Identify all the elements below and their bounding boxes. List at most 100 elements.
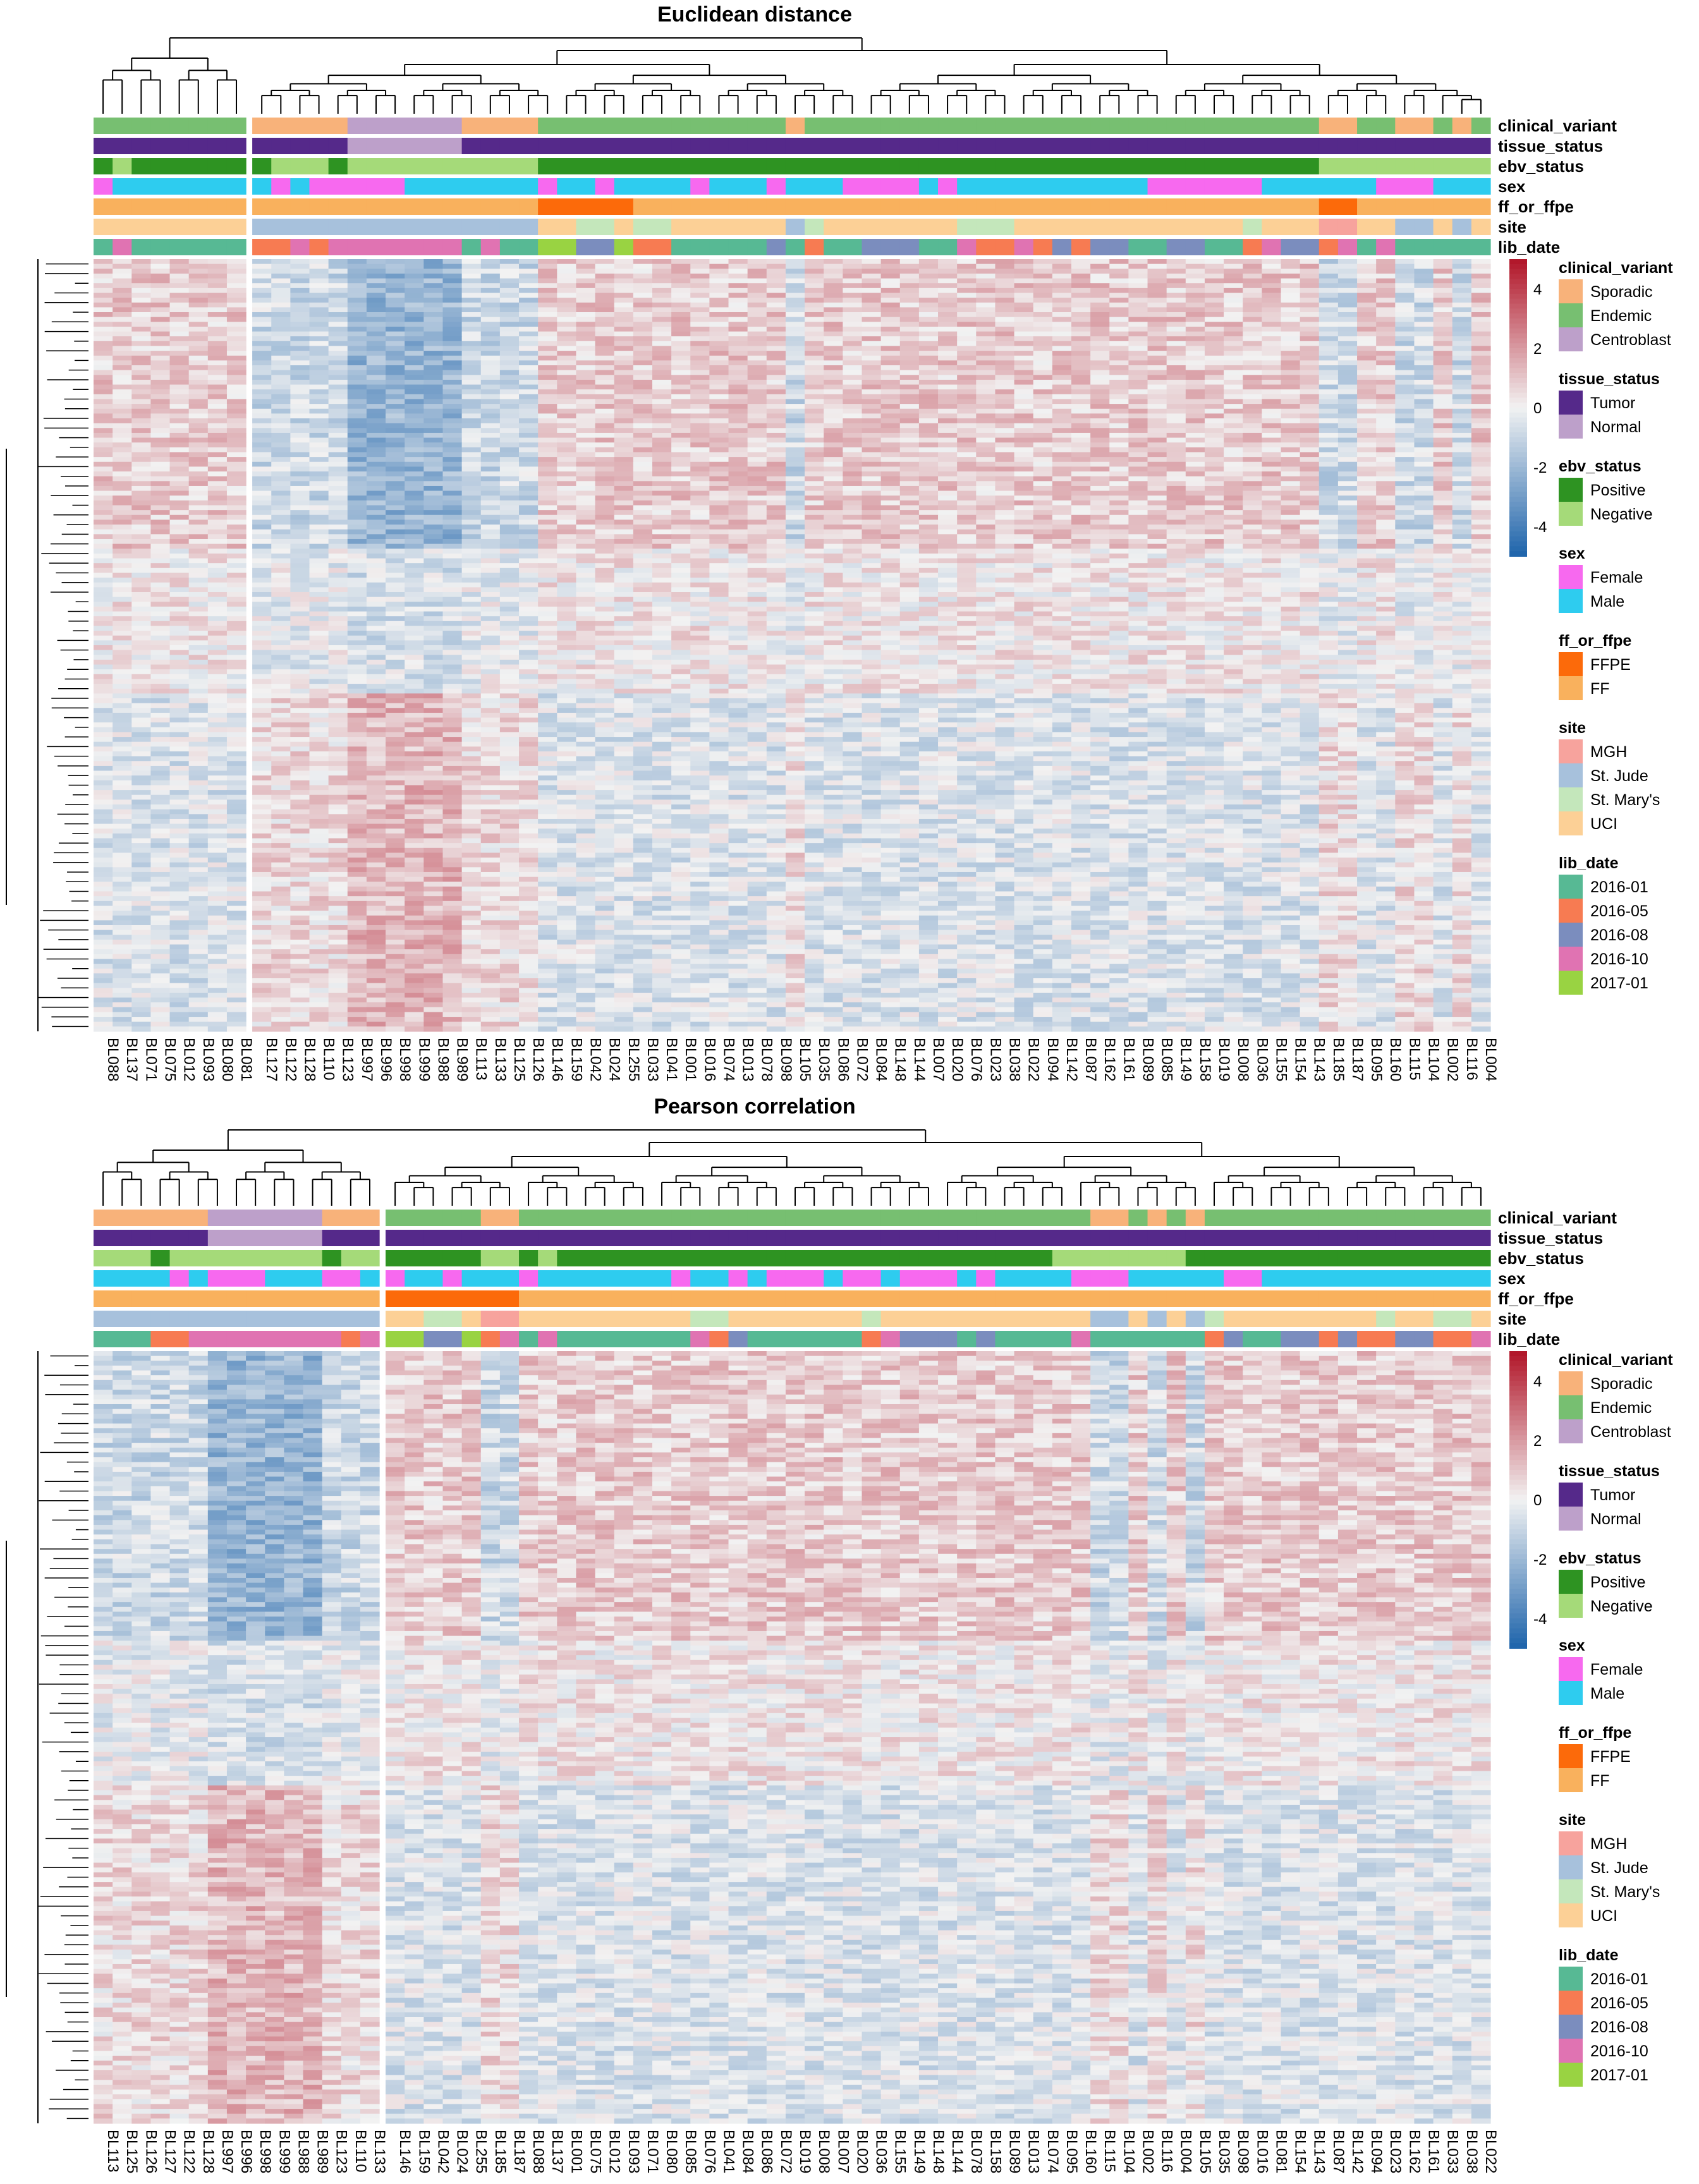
heatmap-cell — [576, 273, 596, 279]
heatmap-cell — [1224, 389, 1243, 395]
heatmap-cell — [1014, 293, 1034, 298]
heatmap-cell — [652, 485, 672, 492]
heatmap-cell — [728, 331, 748, 337]
heatmap-cell — [1376, 346, 1396, 351]
heatmap-cell — [1147, 428, 1167, 434]
heatmap-cell — [1147, 336, 1167, 342]
heatmap-cell — [1433, 341, 1453, 347]
heatmap-cell — [785, 264, 805, 269]
heatmap-cell — [1090, 259, 1110, 265]
heatmap-cell — [271, 384, 291, 390]
heatmap-cell — [728, 428, 748, 434]
heatmap-cell — [150, 466, 171, 472]
heatmap-cell — [690, 322, 710, 327]
heatmap-cell — [538, 505, 557, 511]
heatmap-cell — [1109, 312, 1129, 318]
heatmap-cell — [1300, 404, 1320, 410]
heatmap-cell — [499, 442, 520, 448]
annotation-cell-ebv_status — [480, 158, 501, 174]
heatmap-cell — [1147, 322, 1167, 327]
heatmap-cell — [1166, 399, 1186, 404]
heatmap-cell — [557, 278, 577, 284]
heatmap-cell — [1281, 336, 1301, 342]
heatmap-cell — [207, 510, 228, 516]
heatmap-cell — [499, 360, 520, 366]
heatmap-cell — [1262, 485, 1282, 492]
heatmap-cell — [805, 298, 824, 303]
annotation-cell-ebv_status — [226, 158, 247, 174]
heatmap-cell — [1318, 336, 1339, 342]
heatmap-cell — [131, 534, 152, 540]
heatmap-cell — [1395, 495, 1415, 501]
heatmap-cell — [1318, 476, 1339, 482]
heatmap-cell — [785, 370, 805, 375]
heatmap-cell — [576, 514, 596, 521]
heatmap-cell — [442, 408, 463, 414]
annotation-cell-tissue_status — [1262, 138, 1282, 154]
annotation-cell-lib_date — [1452, 239, 1472, 255]
heatmap-cell — [309, 500, 329, 506]
heatmap-cell — [1071, 331, 1091, 337]
heatmap-cell — [1357, 505, 1377, 511]
heatmap-cell — [1376, 288, 1396, 294]
heatmap-cell — [671, 442, 691, 448]
heatmap-cell — [1185, 404, 1205, 410]
heatmap-cell — [538, 510, 557, 516]
heatmap-cell — [271, 442, 291, 448]
annotation-cell-clinical_variant — [1262, 118, 1282, 134]
heatmap-cell — [1414, 355, 1434, 361]
heatmap-cell — [131, 437, 152, 443]
heatmap-cell — [519, 336, 539, 342]
heatmap-cell — [499, 365, 520, 371]
heatmap-cell — [1128, 288, 1148, 294]
heatmap-cell — [1204, 331, 1224, 337]
heatmap-cell — [1224, 298, 1243, 303]
heatmap-cell — [1337, 404, 1358, 410]
heatmap-cell — [1033, 341, 1053, 347]
heatmap-cell — [1128, 466, 1148, 472]
heatmap-cell — [538, 481, 557, 487]
heatmap-cell — [747, 481, 767, 487]
heatmap-cell — [595, 370, 615, 375]
heatmap-cell — [442, 379, 463, 385]
heatmap-cell — [1014, 404, 1034, 410]
heatmap-cell — [1224, 355, 1243, 361]
heatmap-cell — [843, 298, 863, 303]
heatmap-cell — [652, 269, 672, 274]
heatmap-cell — [614, 259, 634, 265]
heatmap-cell — [785, 312, 805, 318]
heatmap-cell — [461, 476, 482, 482]
heatmap-cell — [290, 307, 310, 313]
heatmap-cell — [519, 379, 539, 385]
heatmap-cell — [1318, 428, 1339, 434]
heatmap-cell — [785, 293, 805, 298]
heatmap-cell — [576, 336, 596, 342]
heatmap-cell — [862, 457, 882, 463]
heatmap-cell — [595, 273, 615, 279]
heatmap-cell — [576, 538, 596, 545]
heatmap-cell — [614, 442, 634, 448]
heatmap-cell — [595, 505, 615, 511]
heatmap-cell — [366, 404, 386, 410]
annotation-cell-sex — [938, 178, 958, 195]
heatmap-cell — [1090, 447, 1110, 453]
heatmap-cell — [918, 500, 939, 506]
heatmap-cell — [169, 457, 190, 463]
heatmap-cell — [1147, 452, 1167, 458]
heatmap-cell — [862, 331, 882, 337]
heatmap-cell — [824, 375, 843, 380]
heatmap-cell — [499, 452, 520, 458]
heatmap-cell — [1337, 423, 1358, 428]
heatmap-cell — [976, 500, 996, 506]
annotation-cell-tissue_status — [499, 138, 520, 154]
annotation-cell-ff_or_ffpe — [1414, 198, 1434, 215]
heatmap-cell — [1300, 365, 1320, 371]
heatmap-cell — [131, 331, 152, 337]
heatmap-cell — [309, 273, 329, 279]
heatmap-cell — [824, 389, 843, 395]
annotation-cell-lib_date — [824, 239, 843, 255]
heatmap-cell — [207, 519, 228, 525]
heatmap-cell — [290, 264, 310, 269]
heatmap-cell — [995, 461, 1015, 468]
heatmap-cell — [1452, 341, 1472, 347]
